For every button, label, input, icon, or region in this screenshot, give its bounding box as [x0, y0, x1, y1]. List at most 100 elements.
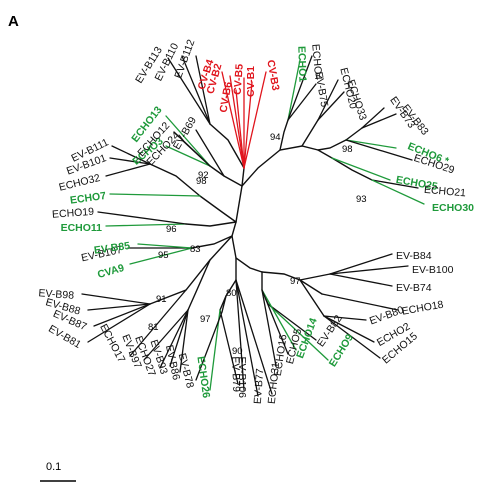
branch-evb101: [109, 157, 151, 165]
bootstrap-b95: 95: [158, 250, 169, 261]
branch-evb75: [287, 83, 317, 121]
branch-evb86: [179, 309, 189, 373]
branch-echo11: [105, 223, 187, 227]
leaf-label-evb85: EV-B85: [93, 240, 131, 257]
bootstrap-b98b: 98: [196, 176, 207, 187]
branch-echo16: [261, 289, 277, 367]
branch-cvb4: [221, 71, 245, 169]
branch-echo14: [261, 289, 297, 351]
branch-evb87: [93, 303, 151, 327]
branch-echo31: [235, 279, 273, 395]
branch-evb77: [235, 279, 259, 397]
bootstrap-b80: 80: [226, 288, 237, 299]
evb84-sub: [299, 273, 331, 281]
branch-echo2: [323, 315, 375, 343]
leaf-label-echo31: ECHO31: [266, 361, 282, 404]
echo2-sub: [299, 279, 325, 317]
echo1-clade-stem: [279, 119, 289, 151]
branch-evb88: [87, 303, 151, 311]
branch-evb111: [111, 145, 151, 165]
echo6-sub: [345, 127, 363, 141]
cva9-stem: [191, 235, 233, 249]
leaf-label-evb75: EV-B75: [312, 71, 330, 108]
branch-echo5: [261, 289, 289, 355]
bootstrap-b93: 93: [356, 194, 367, 205]
branch-echo19: [97, 211, 187, 225]
branch-echo18: [321, 293, 399, 311]
branch-evb74: [329, 273, 393, 287]
branch-evb106: [235, 279, 245, 391]
scale-bar-label: 0.1: [46, 461, 61, 473]
bootstrap-b97b: 97: [200, 314, 211, 325]
bootstrap-b94: 94: [270, 132, 281, 143]
lower-right-stem: [261, 271, 301, 281]
leaf-label-echo18: ECHO18: [401, 299, 445, 318]
tree-branches: [81, 55, 425, 397]
bootstrap-b96: 96: [166, 224, 177, 235]
echo6-clade-stem: [317, 139, 347, 151]
panel-label: A: [8, 13, 19, 30]
leaf-label-cvb1: CV-B1: [245, 66, 257, 97]
bootstrap-b98a: 98: [342, 144, 353, 155]
leaf-label-evb84: EV-B84: [396, 250, 432, 262]
branch-cvb3: [243, 71, 267, 169]
branch-echo21: [371, 179, 419, 189]
branch-echo4: [287, 55, 313, 121]
leaf-label-evb100: EV-B100: [412, 264, 454, 276]
leaf-label-evb74: EV-B74: [396, 282, 432, 294]
branch-evb112: [195, 55, 211, 125]
branch-evb80: [323, 315, 367, 321]
leaf-label-echo16: ECHO16: [272, 333, 290, 376]
echo3-stem: [209, 165, 243, 187]
branch-echo6: [345, 139, 397, 149]
branch-cvb2: [229, 75, 245, 169]
leaf-label-echo30: ECHO30: [432, 202, 474, 214]
leaf-label-cvb6: CV-B6: [218, 81, 235, 114]
backbone-arc: [235, 145, 333, 223]
leaf-label-echo19: ECHO19: [52, 206, 95, 221]
echo18-sub: [299, 279, 323, 295]
branch-evb113: [167, 57, 211, 125]
leaf-label-echo7: ECHO7: [69, 190, 107, 207]
echo11-stem: [185, 221, 237, 227]
leaf-label-echo4: ECHO4: [309, 43, 324, 80]
bootstrap-b90: 90: [232, 346, 243, 357]
leaf-label-echo1: ECHO1: [295, 46, 308, 83]
echo25-clade-stem: [331, 157, 373, 181]
bootstrap-b91: 91: [156, 294, 167, 305]
evb78-stem: [221, 295, 227, 313]
branch-cva9: [129, 247, 193, 265]
branch-echo29: [345, 139, 413, 161]
branch-evb78: [195, 311, 223, 381]
leaf-label-echo26: ECHO26: [194, 356, 212, 399]
leaf-label-evb79: EV-B79: [229, 356, 242, 392]
evb113-stem: [209, 123, 245, 169]
branch-echo9: [267, 303, 329, 361]
branch-evb69: [195, 129, 225, 177]
branch-echo25: [331, 157, 391, 181]
branch-echo13: [165, 115, 211, 167]
leaf-label-evb98: EV-B98: [38, 287, 75, 301]
branch-evb84: [329, 253, 393, 275]
branch-evb81: [87, 303, 151, 343]
branch-echo27: [159, 309, 189, 369]
branch-echo15: [323, 315, 381, 359]
echo7-stem: [199, 195, 237, 223]
branch-evb82: [267, 303, 317, 341]
branch-echo33: [317, 91, 345, 121]
branch-echo1: [287, 59, 301, 121]
branch-evb79: [219, 309, 239, 385]
bootstrap-b83: 83: [190, 244, 201, 255]
branch-echo7: [109, 193, 201, 197]
echo20-clade-stem: [301, 119, 319, 147]
branch-echo3: [165, 145, 211, 167]
leaf-label-cva9: CVA9: [96, 262, 126, 281]
branch-evb97: [143, 309, 189, 361]
branch-evb83: [361, 113, 397, 129]
branch-evb110: [181, 55, 211, 125]
branch-evb93: [169, 309, 189, 367]
leaf-label-cvb5: CV-B5: [232, 63, 246, 95]
bootstrap-b81: 81: [148, 322, 159, 333]
branch-evb85: [137, 243, 193, 249]
